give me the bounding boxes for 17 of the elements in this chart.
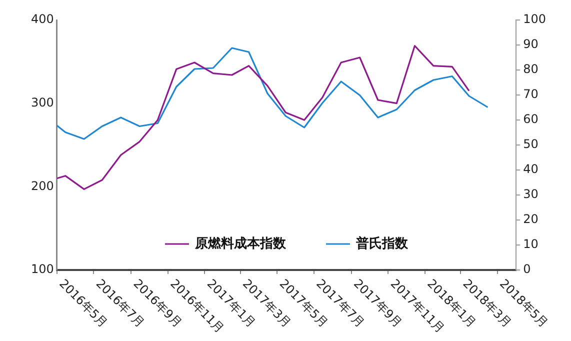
y2-tick-label: 10 — [523, 237, 538, 252]
y2-tick-label: 20 — [523, 212, 538, 226]
y2-tick-label: 50 — [523, 137, 538, 152]
y-tick-label: 100 — [31, 262, 54, 276]
legend-label: 原燃料成本指数 — [194, 236, 287, 252]
y2-tick-label: 90 — [523, 37, 538, 52]
y2-tick-label: 0 — [523, 262, 531, 276]
legend-label: 普氏指数 — [355, 235, 409, 252]
y2-tick-label: 100 — [523, 12, 546, 26]
y-tick-label: 400 — [31, 12, 54, 26]
y2-tick-label: 30 — [523, 187, 538, 202]
y-tick-label: 300 — [31, 95, 54, 110]
y2-tick-label: 40 — [523, 162, 538, 176]
y2-tick-label: 80 — [523, 62, 538, 76]
y-tick-label: 200 — [31, 178, 54, 193]
y2-tick-label: 60 — [523, 112, 538, 126]
y2-tick-label: 70 — [523, 87, 538, 102]
